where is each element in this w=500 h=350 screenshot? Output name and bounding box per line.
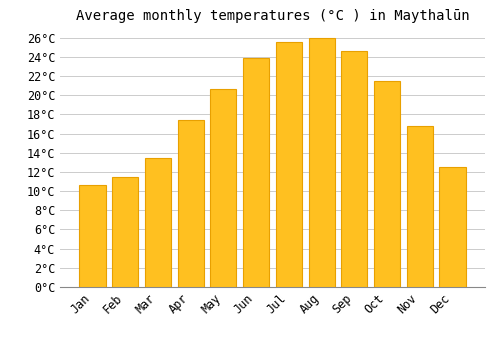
Bar (406, 126, 433, 287)
Bar (210, 89, 236, 287)
Bar (342, 51, 367, 287)
Bar (308, 37, 334, 287)
Title: Average monthly temperatures (°C ) in Maythalūn: Average monthly temperatures (°C ) in Ma… (76, 9, 469, 23)
Bar (440, 167, 466, 287)
Bar (112, 177, 138, 287)
Bar (178, 120, 204, 287)
Bar (243, 58, 269, 287)
Bar (374, 81, 400, 287)
Bar (276, 42, 302, 287)
Bar (80, 185, 106, 287)
Bar (145, 158, 171, 287)
